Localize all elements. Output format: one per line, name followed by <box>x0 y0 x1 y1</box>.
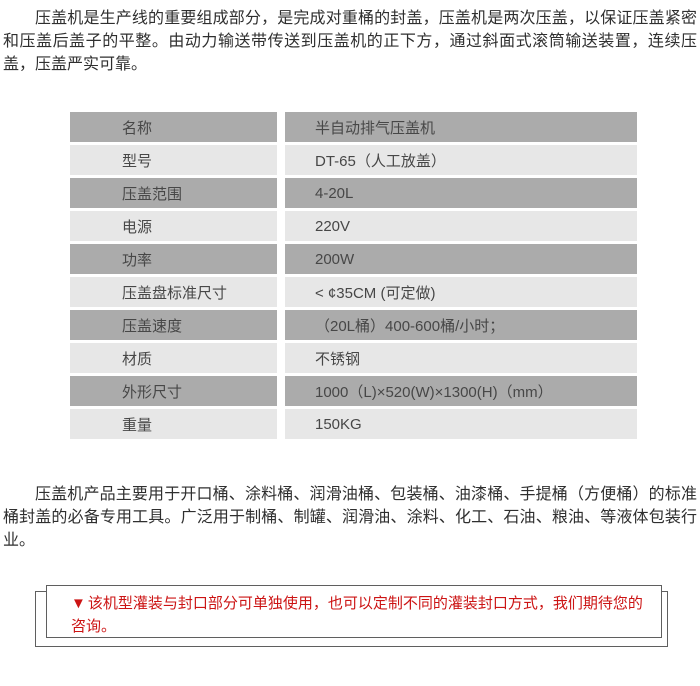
table-row: 电源 220V <box>70 211 637 241</box>
spec-value: < ¢35CM (可定做) <box>285 277 637 307</box>
spec-value: 4-20L <box>285 178 637 208</box>
usage-paragraph: 压盖机产品主要用于开口桶、涂料桶、润滑油桶、包装桶、油漆桶、手提桶（方便桶）的标… <box>3 486 697 549</box>
down-triangle-icon: ▼ <box>71 595 86 612</box>
spec-value: （20L桶）400-600桶/小时； <box>285 310 637 340</box>
spec-label: 压盖盘标准尺寸 <box>70 277 277 307</box>
spec-label: 压盖范围 <box>70 178 277 208</box>
product-description-page: 压盖机是生产线的重要组成部分，是完成对重桶的封盖，压盖机是两次压盖，以保证压盖紧… <box>3 10 697 647</box>
spec-value: DT-65（人工放盖） <box>285 145 637 175</box>
notice-box-inner: ▼ 该机型灌装与封口部分可单独使用，也可以定制不同的灌装封口方式，我们期待您的咨询… <box>46 585 662 638</box>
table-row: 压盖速度 （20L桶）400-600桶/小时； <box>70 310 637 340</box>
spec-table: 名称 半自动排气压盖机 型号 DT-65（人工放盖） 压盖范围 4-20L 电源… <box>70 112 637 439</box>
table-row: 型号 DT-65（人工放盖） <box>70 145 637 175</box>
table-row: 压盖盘标准尺寸 < ¢35CM (可定做) <box>70 277 637 307</box>
table-row: 压盖范围 4-20L <box>70 178 637 208</box>
notice-text: 该机型灌装与封口部分可单独使用，也可以定制不同的灌装封口方式，我们期待您的咨询。 <box>71 595 643 635</box>
table-row: 功率 200W <box>70 244 637 274</box>
spec-label: 材质 <box>70 343 277 373</box>
spec-label: 功率 <box>70 244 277 274</box>
spec-label: 名称 <box>70 112 277 142</box>
spec-value: 220V <box>285 211 637 241</box>
table-row: 外形尺寸 1000（L)×520(W)×1300(H)（mm） <box>70 376 637 406</box>
spec-value: 150KG <box>285 409 637 439</box>
spec-value: 不锈钢 <box>285 343 637 373</box>
spec-value: 1000（L)×520(W)×1300(H)（mm） <box>285 376 637 406</box>
spec-value: 200W <box>285 244 637 274</box>
table-row: 重量 150KG <box>70 409 637 439</box>
notice-box: ▼ 该机型灌装与封口部分可单独使用，也可以定制不同的灌装封口方式，我们期待您的咨询… <box>35 585 668 647</box>
spec-label: 型号 <box>70 145 277 175</box>
table-row: 材质 不锈钢 <box>70 343 637 373</box>
spec-label: 电源 <box>70 211 277 241</box>
spec-label: 重量 <box>70 409 277 439</box>
spec-label: 压盖速度 <box>70 310 277 340</box>
intro-paragraph: 压盖机是生产线的重要组成部分，是完成对重桶的封盖，压盖机是两次压盖，以保证压盖紧… <box>3 10 697 73</box>
spec-value: 半自动排气压盖机 <box>285 112 637 142</box>
spec-label: 外形尺寸 <box>70 376 277 406</box>
table-row: 名称 半自动排气压盖机 <box>70 112 637 142</box>
